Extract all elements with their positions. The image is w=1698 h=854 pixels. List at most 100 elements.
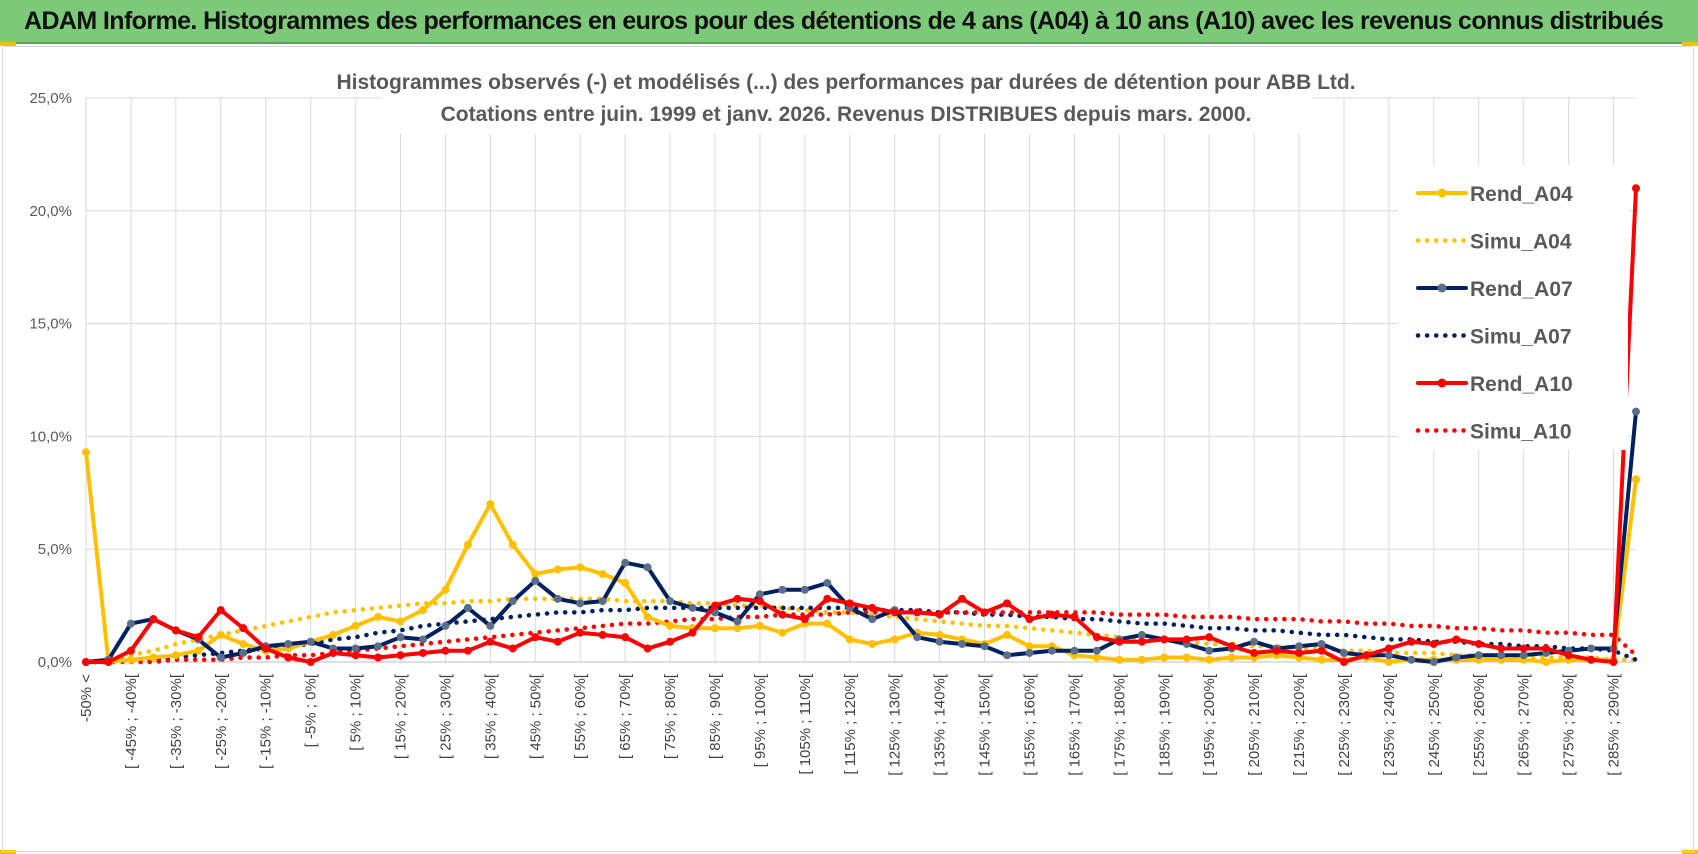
data-point-Rend_A10 bbox=[733, 594, 742, 603]
data-point-Rend_A10 bbox=[1407, 637, 1416, 646]
x-tick-label: [ 205% ; 210%[ bbox=[1246, 673, 1263, 776]
data-point-Rend_A10 bbox=[1497, 644, 1506, 653]
y-tick-label: 20,0% bbox=[29, 203, 72, 220]
data-point-Rend_A10 bbox=[126, 646, 135, 655]
x-tick-label: [ 65% ; 70%[ bbox=[617, 673, 634, 759]
data-point-Rend_A04 bbox=[710, 624, 719, 633]
data-point-Rend_A07 bbox=[1632, 407, 1640, 416]
data-point-Rend_A07 bbox=[1250, 637, 1259, 646]
data-point-Rend_A07 bbox=[284, 639, 293, 648]
data-point-Rend_A10 bbox=[1429, 639, 1438, 648]
data-point-Rend_A04 bbox=[935, 630, 944, 639]
data-point-Rend_A10 bbox=[755, 597, 764, 606]
x-tick-label: [ 85% ; 90%[ bbox=[707, 673, 724, 759]
data-point-Rend_A04 bbox=[890, 635, 899, 644]
data-point-Rend_A10 bbox=[958, 594, 967, 603]
data-point-Rend_A07 bbox=[486, 621, 495, 630]
data-point-Rend_A10 bbox=[486, 637, 495, 646]
x-tick-label: [ 165% ; 170%[ bbox=[1066, 673, 1083, 776]
data-point-Rend_A10 bbox=[329, 648, 338, 657]
data-point-Rend_A07 bbox=[374, 642, 383, 651]
data-point-Rend_A10 bbox=[576, 628, 585, 637]
data-point-Rend_A10 bbox=[778, 610, 787, 619]
data-point-Rend_A10 bbox=[171, 626, 180, 635]
data-point-Rend_A07 bbox=[1587, 644, 1596, 653]
legend-item-Rend_A07: Rend_A07 bbox=[1416, 278, 1573, 301]
x-tick-label: [ 45% ; 50%[ bbox=[527, 673, 544, 759]
data-point-Rend_A10 bbox=[643, 644, 652, 653]
data-point-Rend_A07 bbox=[508, 597, 517, 606]
y-tick-label: 10,0% bbox=[29, 428, 72, 445]
y-tick-label: 25,0% bbox=[29, 90, 72, 107]
data-point-Rend_A07 bbox=[351, 644, 360, 653]
data-point-Rend_A07 bbox=[800, 585, 809, 594]
data-point-Rend_A10 bbox=[1609, 658, 1618, 666]
data-point-Rend_A07 bbox=[1384, 651, 1393, 660]
x-tick-label: [ 285% ; 290%[ bbox=[1606, 673, 1623, 776]
x-tick-label: [ 135% ; 140%[ bbox=[932, 673, 949, 776]
x-tick-label: [ 115% ; 120%[ bbox=[842, 673, 859, 774]
data-point-Rend_A04 bbox=[351, 621, 360, 630]
data-point-Rend_A07 bbox=[1429, 658, 1438, 666]
x-tick-label: [ -45% ; -40%[ bbox=[123, 673, 140, 769]
data-point-Rend_A04 bbox=[531, 570, 540, 579]
data-point-Rend_A04 bbox=[441, 585, 450, 594]
data-point-Rend_A04 bbox=[733, 624, 742, 633]
data-point-Rend_A10 bbox=[553, 637, 562, 646]
data-point-Rend_A07 bbox=[598, 597, 607, 606]
series-line-Simu_A10 bbox=[83, 610, 1639, 665]
data-point-Rend_A04 bbox=[576, 563, 585, 572]
legend-item-Rend_A10: Rend_A10 bbox=[1416, 373, 1573, 396]
data-point-Rend_A10 bbox=[1205, 633, 1214, 642]
data-point-Rend_A10 bbox=[1362, 651, 1371, 660]
data-point-Rend_A10 bbox=[284, 653, 293, 662]
data-point-Rend_A10 bbox=[1250, 648, 1259, 657]
data-point-Rend_A07 bbox=[935, 637, 944, 646]
data-point-Rend_A07 bbox=[239, 648, 248, 657]
data-point-Rend_A10 bbox=[845, 599, 854, 608]
data-point-Rend_A04 bbox=[239, 639, 248, 648]
x-tick-label: [ 95% ; 100%[ bbox=[752, 673, 769, 767]
data-point-Rend_A10 bbox=[149, 615, 158, 624]
x-tick-label: [ 15% ; 20%[ bbox=[392, 673, 409, 759]
data-point-Rend_A07 bbox=[1092, 646, 1101, 655]
data-point-Rend_A10 bbox=[239, 624, 248, 633]
corner-mark-top-right bbox=[1682, 42, 1698, 46]
x-tick-label: [ 225% ; 230%[ bbox=[1336, 673, 1353, 776]
legend-item-Simu_A07: Simu_A07 bbox=[1415, 326, 1572, 349]
data-point-Rend_A10 bbox=[1137, 637, 1146, 646]
data-point-Rend_A10 bbox=[621, 633, 630, 642]
legend-label: Simu_A07 bbox=[1470, 326, 1572, 349]
data-point-Rend_A04 bbox=[1205, 655, 1214, 664]
data-point-Rend_A07 bbox=[306, 637, 315, 646]
data-point-Rend_A10 bbox=[666, 637, 675, 646]
data-point-Rend_A10 bbox=[1317, 646, 1326, 655]
data-point-Rend_A10 bbox=[1632, 184, 1640, 193]
data-point-Rend_A04 bbox=[1227, 653, 1236, 662]
data-point-Rend_A04 bbox=[666, 621, 675, 630]
data-point-Rend_A10 bbox=[261, 644, 270, 653]
data-point-Rend_A10 bbox=[935, 610, 944, 619]
x-tick-label: -50% < bbox=[78, 674, 95, 722]
series-line-Simu_A04 bbox=[83, 596, 1639, 665]
data-point-Rend_A10 bbox=[1227, 642, 1236, 651]
data-point-Rend_A07 bbox=[126, 619, 135, 628]
data-point-Rend_A10 bbox=[396, 651, 405, 660]
corner-mark-top-left bbox=[0, 42, 16, 46]
data-point-Rend_A07 bbox=[1003, 651, 1012, 660]
data-point-Rend_A10 bbox=[441, 646, 450, 655]
data-point-Rend_A07 bbox=[913, 633, 922, 642]
data-point-Rend_A07 bbox=[418, 635, 427, 644]
data-point-Rend_A07 bbox=[553, 594, 562, 603]
data-point-Rend_A10 bbox=[1092, 633, 1101, 642]
x-tick-label: [ 215% ; 220%[ bbox=[1291, 673, 1308, 776]
data-point-Rend_A07 bbox=[1295, 642, 1304, 651]
legend-label: Simu_A04 bbox=[1470, 231, 1572, 254]
data-point-Rend_A04 bbox=[216, 630, 225, 639]
data-point-Rend_A04 bbox=[194, 646, 203, 655]
data-point-Rend_A04 bbox=[1632, 475, 1640, 484]
data-point-Rend_A07 bbox=[958, 639, 967, 648]
chart-title-line-2: Cotations entre juin. 1999 et janv. 2026… bbox=[441, 103, 1252, 126]
data-point-Rend_A10 bbox=[418, 648, 427, 657]
data-point-Rend_A07 bbox=[980, 642, 989, 651]
